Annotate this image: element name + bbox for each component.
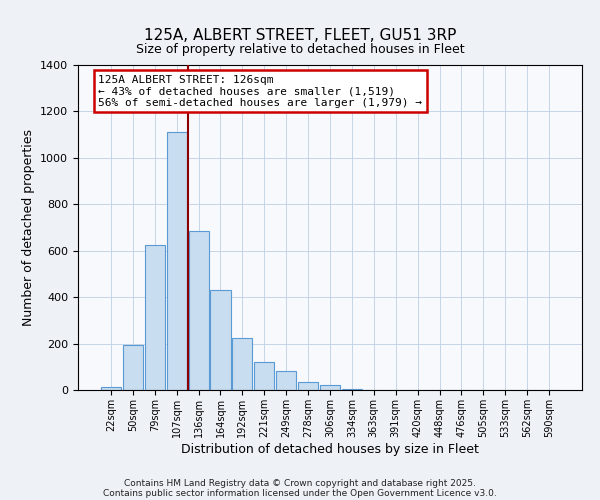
- Bar: [254, 362, 274, 390]
- Text: Contains public sector information licensed under the Open Government Licence v3: Contains public sector information licen…: [103, 488, 497, 498]
- Text: 125A, ALBERT STREET, FLEET, GU51 3RP: 125A, ALBERT STREET, FLEET, GU51 3RP: [144, 28, 456, 42]
- Bar: [211, 290, 230, 390]
- Y-axis label: Number of detached properties: Number of detached properties: [22, 129, 35, 326]
- Bar: [123, 345, 143, 390]
- Bar: [101, 386, 121, 390]
- Text: 125A ALBERT STREET: 126sqm
← 43% of detached houses are smaller (1,519)
56% of s: 125A ALBERT STREET: 126sqm ← 43% of deta…: [98, 74, 422, 108]
- Bar: [188, 230, 209, 390]
- Bar: [232, 338, 253, 390]
- Bar: [276, 372, 296, 390]
- Bar: [342, 389, 362, 390]
- Bar: [167, 132, 187, 390]
- Text: Contains HM Land Registry data © Crown copyright and database right 2025.: Contains HM Land Registry data © Crown c…: [124, 478, 476, 488]
- Text: Size of property relative to detached houses in Fleet: Size of property relative to detached ho…: [136, 42, 464, 56]
- Bar: [145, 245, 165, 390]
- X-axis label: Distribution of detached houses by size in Fleet: Distribution of detached houses by size …: [181, 442, 479, 456]
- Bar: [320, 386, 340, 390]
- Bar: [298, 382, 318, 390]
